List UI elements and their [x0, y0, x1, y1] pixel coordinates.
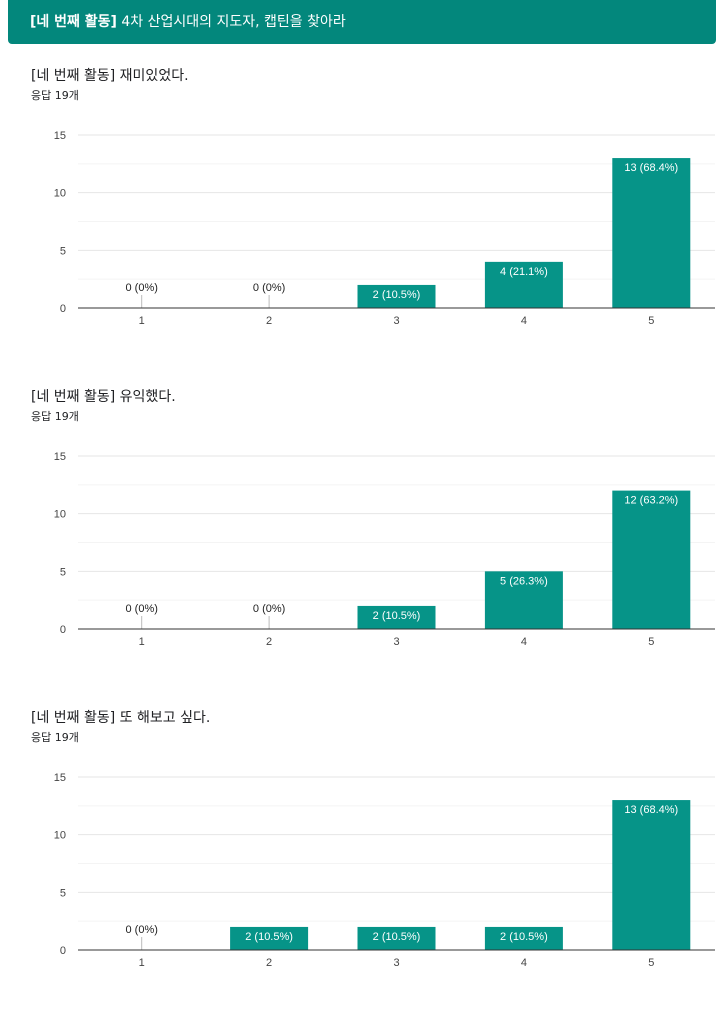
data-label: 5 (26.3%) [500, 575, 548, 587]
data-label: 0 (0%) [125, 603, 157, 615]
question-title: [네 번째 활동] 재미있었다. [31, 68, 189, 84]
x-tick-label: 5 [648, 636, 654, 648]
bar-chart-3: 0 5 10 15 0 (0%) 1 2 (10.5%) 2 2 (10.5%) 3 2 (10.5… [54, 772, 715, 969]
bar [357, 926, 436, 950]
data-label: 0 (0%) [253, 603, 285, 615]
header-title: [네 번째 활동] 4차 산업시대의 지도자, 캡틴을 찾아라 [30, 12, 346, 32]
y-tick-label: 5 [60, 887, 66, 899]
x-tick-label: 2 [266, 636, 272, 648]
bar [612, 800, 691, 950]
y-tick-label: 5 [60, 566, 66, 578]
x-tick-label: 4 [521, 957, 527, 969]
bar [357, 284, 436, 308]
y-tick-label: 5 [60, 245, 66, 257]
x-tick-label: 3 [393, 315, 399, 327]
data-label: 13 (68.4%) [624, 804, 678, 816]
y-tick-label: 15 [54, 130, 66, 142]
response-count: 응답 19개 [31, 410, 79, 423]
response-count: 응답 19개 [31, 731, 79, 744]
y-tick-label: 10 [54, 830, 66, 842]
y-tick-label: 0 [60, 624, 66, 636]
bar-chart-1: 0 5 10 15 0 (0%) 1 0 (0%) 2 2 (10.5%) 3 4 (21.1%) 4… [54, 130, 715, 327]
x-tick-label: 4 [521, 315, 527, 327]
chart-section-2: [네 번째 활동] 유익했다. 응답 19개 0 5 10 15 0 (0%) 1 0 (0… [0, 388, 724, 688]
header-title-bold: [네 번째 활동] [30, 14, 117, 30]
bar [484, 261, 563, 308]
data-label: 0 (0%) [125, 924, 157, 936]
data-label: 2 (10.5%) [373, 610, 421, 622]
header-title-rest: 4차 산업시대의 지도자, 캡틴을 찾아라 [116, 14, 346, 30]
bar [230, 926, 309, 950]
y-tick-label: 15 [54, 772, 66, 784]
x-tick-label: 5 [648, 315, 654, 327]
x-tick-label: 2 [266, 957, 272, 969]
bar [484, 571, 563, 629]
bar-chart-2: 0 5 10 15 0 (0%) 1 0 (0%) 2 2 (10.5%) 3 5 (26.3%) 4… [54, 451, 715, 648]
x-tick-label: 1 [139, 315, 145, 327]
x-tick-label: 5 [648, 957, 654, 969]
bar [484, 926, 563, 950]
chart-section-3: [네 번째 활동] 또 해보고 싶다. 응답 19개 0 5 10 15 0 (0%) 1… [0, 709, 724, 1009]
question-title: [네 번째 활동] 또 해보고 싶다. [31, 710, 211, 726]
x-tick-label: 4 [521, 636, 527, 648]
data-label: 13 (68.4%) [624, 162, 678, 174]
bar [612, 158, 691, 308]
data-label: 2 (10.5%) [245, 931, 293, 943]
data-label: 0 (0%) [125, 282, 157, 294]
y-tick-label: 10 [54, 509, 66, 521]
data-label: 2 (10.5%) [500, 931, 548, 943]
data-label: 2 (10.5%) [373, 931, 421, 943]
chart-section-1: [네 번째 활동] 재미있었다. 응답 19개 0 5 10 15 0 (0%) 1 0 (… [0, 67, 724, 367]
data-label: 12 (63.2%) [624, 495, 678, 507]
x-tick-label: 2 [266, 315, 272, 327]
data-label: 0 (0%) [253, 282, 285, 294]
bar [612, 490, 691, 629]
y-tick-label: 0 [60, 945, 66, 957]
x-tick-label: 1 [139, 957, 145, 969]
bar [357, 605, 436, 629]
y-tick-label: 10 [54, 188, 66, 200]
response-count: 응답 19개 [31, 89, 79, 102]
form-header: [네 번째 활동] 4차 산업시대의 지도자, 캡틴을 찾아라 [8, 0, 716, 44]
x-tick-label: 3 [393, 957, 399, 969]
data-label: 2 (10.5%) [373, 289, 421, 301]
question-title: [네 번째 활동] 유익했다. [31, 389, 176, 405]
y-tick-label: 15 [54, 451, 66, 463]
x-tick-label: 3 [393, 636, 399, 648]
y-tick-label: 0 [60, 303, 66, 315]
data-label: 4 (21.1%) [500, 266, 548, 278]
x-tick-label: 1 [139, 636, 145, 648]
